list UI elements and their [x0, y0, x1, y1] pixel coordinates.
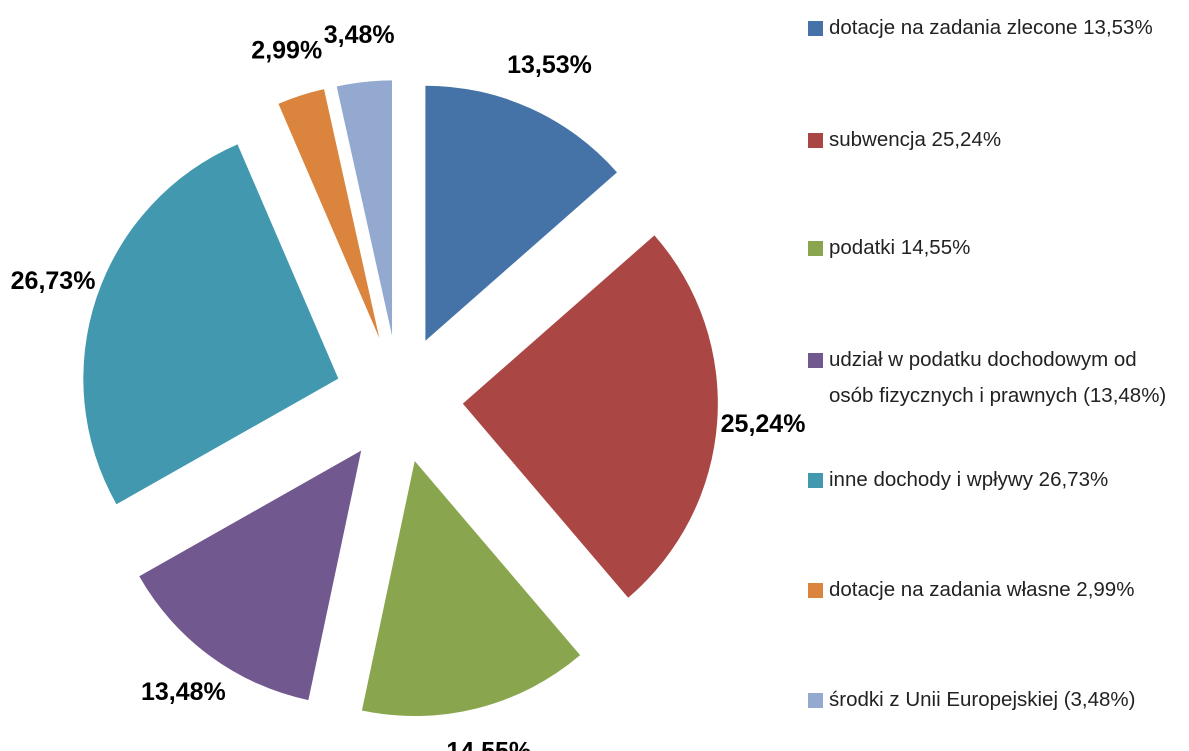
legend-label: dotacje na zadania zlecone 13,53%: [829, 16, 1153, 39]
pie-slice: [336, 80, 393, 336]
pie-slice: [361, 461, 581, 717]
data-label: 26,73%: [11, 267, 96, 295]
legend-label: dotacje na zadania własne 2,99%: [829, 578, 1135, 601]
legend-item: udział w podatku dochodowym od osób fizy…: [808, 342, 1180, 414]
legend-label: środki z Unii Europejskiej (3,48%): [829, 688, 1136, 711]
pie-slice: [425, 85, 617, 341]
pie-slice: [462, 235, 718, 598]
data-label: 25,24%: [721, 410, 806, 438]
legend-item: środki z Unii Europejskiej (3,48%): [808, 682, 1180, 718]
pie-slice: [278, 89, 380, 339]
legend-swatch: [808, 693, 823, 708]
legend-swatch: [808, 353, 823, 368]
legend-swatch: [808, 473, 823, 488]
data-label: 13,48%: [141, 678, 226, 706]
legend-item: podatki 14,55%: [808, 230, 1180, 266]
legend-item: inne dochody i wpływy 26,73%: [808, 462, 1180, 498]
data-label: 13,53%: [507, 51, 592, 79]
data-label: 14,55%: [446, 737, 531, 751]
pie-slice: [139, 450, 362, 701]
legend-swatch: [808, 583, 823, 598]
pie-slice: [83, 144, 339, 505]
legend-label: inne dochody i wpływy 26,73%: [829, 468, 1109, 491]
legend-label: udział w podatku dochodowym od osób fizy…: [829, 348, 1167, 407]
legend-swatch: [808, 133, 823, 148]
legend-swatch: [808, 21, 823, 36]
data-label: 2,99%: [251, 36, 322, 64]
legend-item: dotacje na zadania zlecone 13,53%: [808, 10, 1180, 46]
legend-label: podatki 14,55%: [829, 236, 971, 259]
legend-item: dotacje na zadania własne 2,99%: [808, 572, 1180, 608]
legend-label: subwencja 25,24%: [829, 128, 1002, 151]
data-label: 3,48%: [324, 21, 395, 49]
legend-swatch: [808, 241, 823, 256]
legend-item: subwencja 25,24%: [808, 122, 1180, 158]
